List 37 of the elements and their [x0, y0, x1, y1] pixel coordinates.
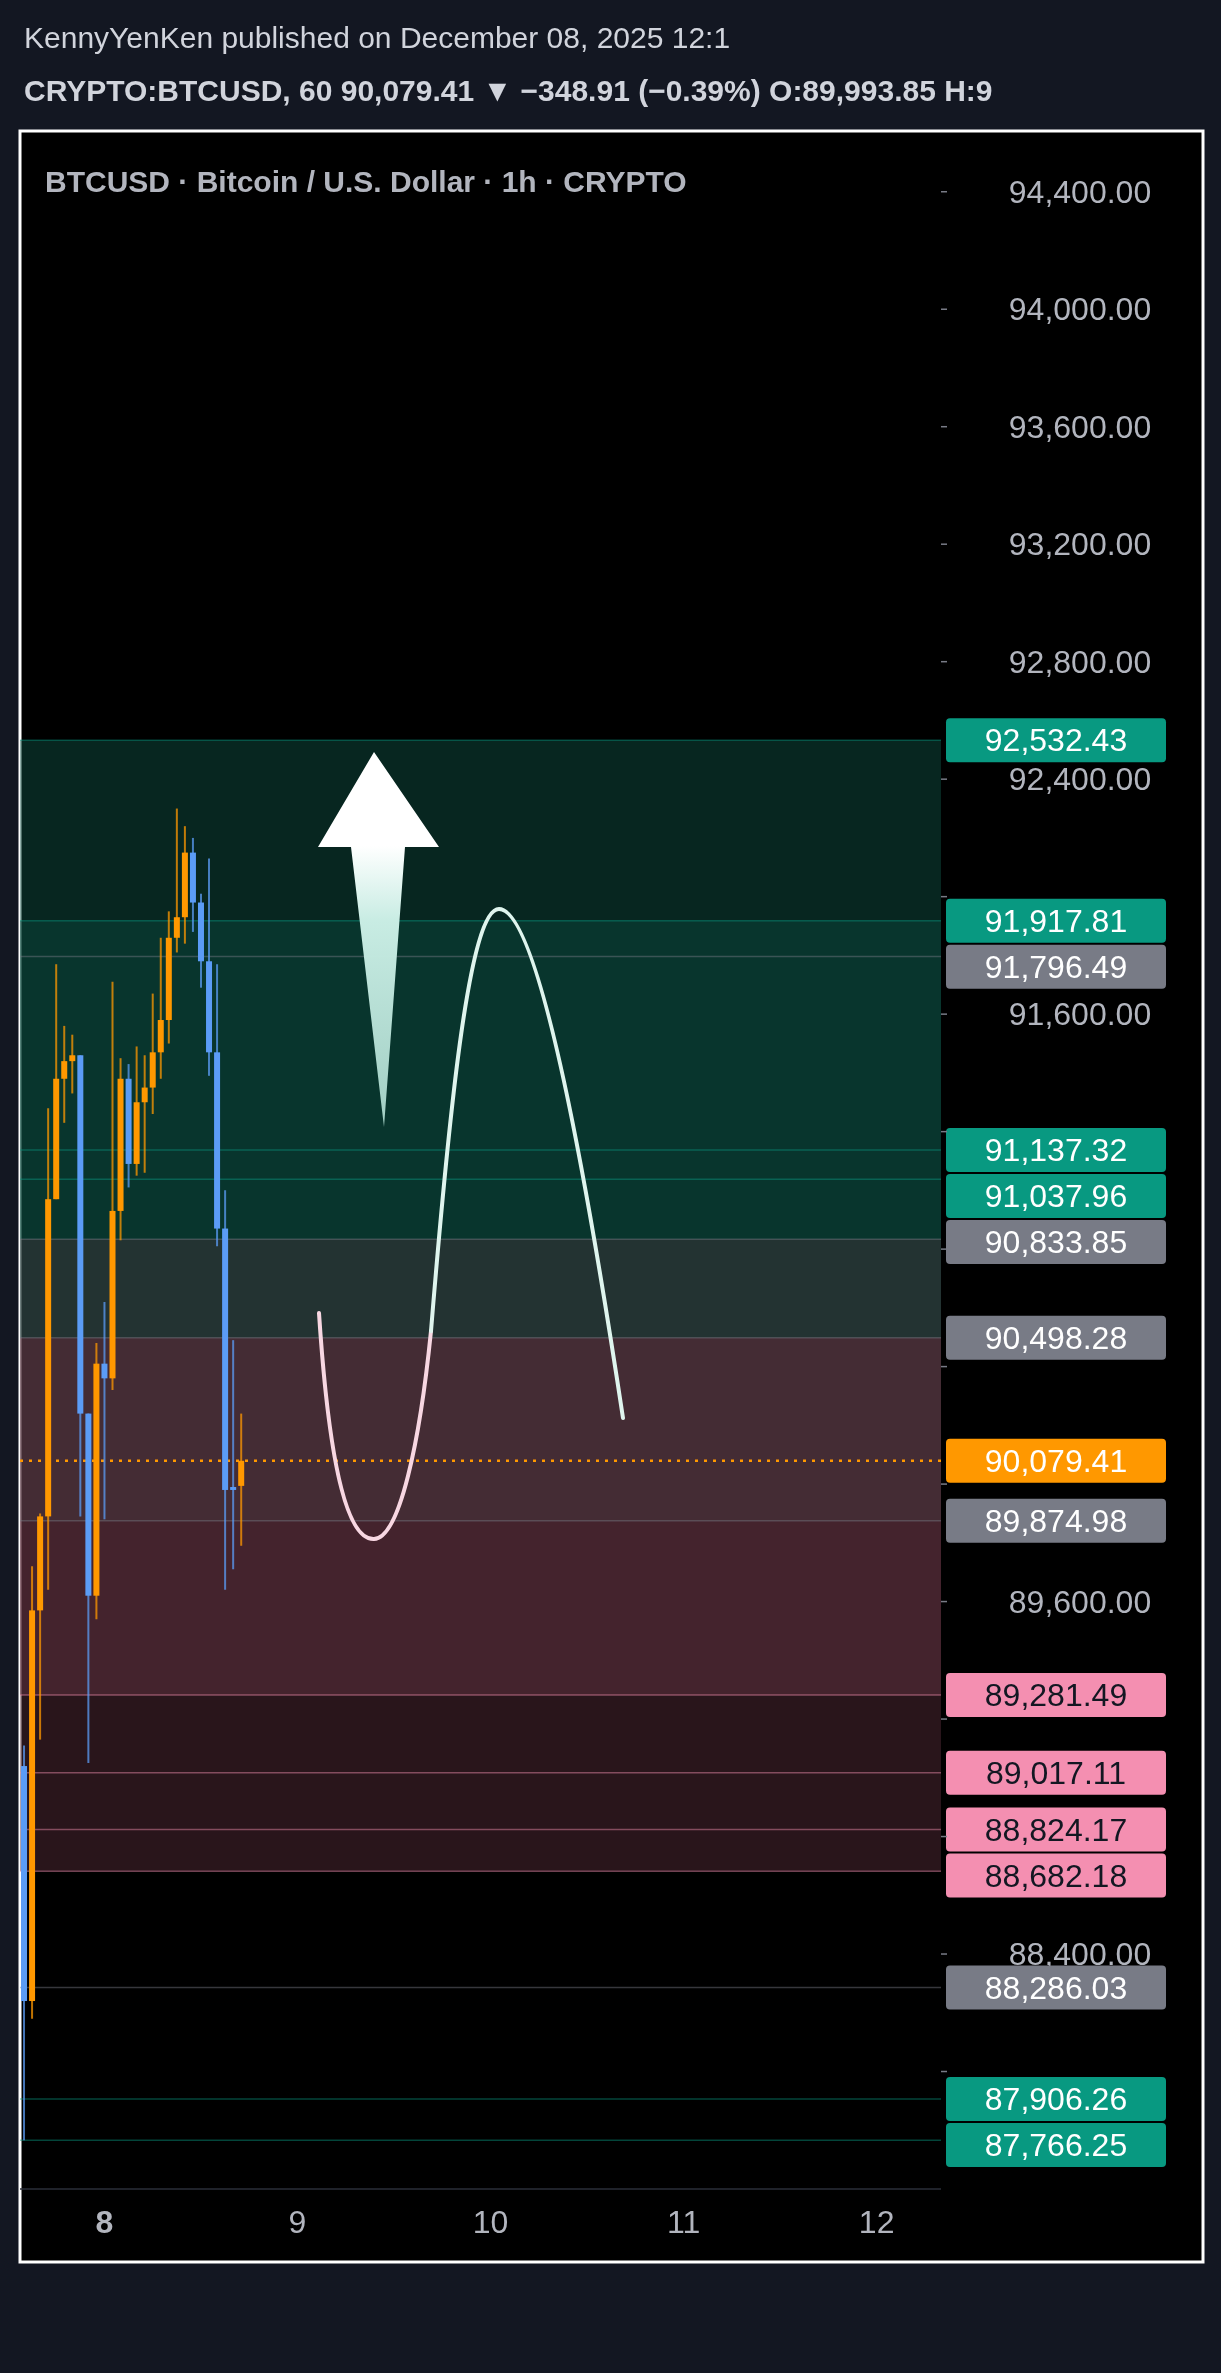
text: KennyYenKen published on December 08, 2025 12:1	[24, 21, 731, 54]
ref-line-label: 87,906.26	[984, 2081, 1128, 2118]
candlestick	[230, 1339, 237, 1571]
y-tick-label: 91,600.00	[1008, 996, 1152, 1033]
x-tick-label: 10	[472, 2204, 509, 2241]
ref-line-label: 89,281.49	[984, 1677, 1128, 1714]
y-tick-label: 94,000.00	[1008, 291, 1152, 328]
x-tick-label: 12	[858, 2204, 895, 2241]
chart-subtitle: CRYPTO:BTCUSD, 60 90,079.41 ▼ −348.91 (−0.39%) O:89,993.85 H:9	[24, 74, 993, 107]
ref-line-label: 92,532.43	[984, 722, 1128, 759]
ref-line-label: 91,137.32	[984, 1132, 1128, 1169]
x-tick-label: 11	[666, 2204, 701, 2241]
x-tick-label: 8	[95, 2204, 114, 2241]
candlestick	[69, 1033, 76, 1095]
ref-line-label: 91,796.49	[984, 949, 1128, 985]
ref-line-label: 89,017.11	[986, 1754, 1126, 1791]
ref-line-label: 91,037.96	[984, 1178, 1128, 1215]
y-tick-label: 89,600.00	[1008, 1583, 1152, 1620]
ref-line-label: 89,874.98	[984, 1503, 1128, 1540]
y-tick-label: 92,800.00	[1008, 643, 1152, 680]
x-tick-label: 9	[288, 2204, 307, 2241]
y-tick-label: 94,400.00	[1008, 173, 1152, 210]
y-tick-label: 92,400.00	[1008, 761, 1152, 798]
text: BTCUSD · Bitcoin / U.S. Dollar · 1h · CRYPTO	[45, 165, 687, 198]
ref-line-label: 88,824.17	[984, 1811, 1128, 1848]
ref-line-label: 90,833.85	[984, 1224, 1128, 1261]
y-tick-label: 93,200.00	[1008, 526, 1152, 563]
candlestick	[61, 1024, 68, 1124]
ref-line-label: 91,917.81	[984, 903, 1128, 939]
candlestick	[101, 1300, 108, 1521]
y-tick-label: 93,600.00	[1008, 408, 1152, 445]
ref-line-label: 90,079.41	[984, 1442, 1128, 1479]
candlestick	[141, 1054, 148, 1174]
ref-line-label: 88,682.18	[984, 1857, 1128, 1894]
candlestick	[173, 807, 180, 954]
ref-line-label: 90,498.28	[984, 1319, 1128, 1356]
ref-line-label: 87,766.25	[984, 2127, 1128, 2164]
